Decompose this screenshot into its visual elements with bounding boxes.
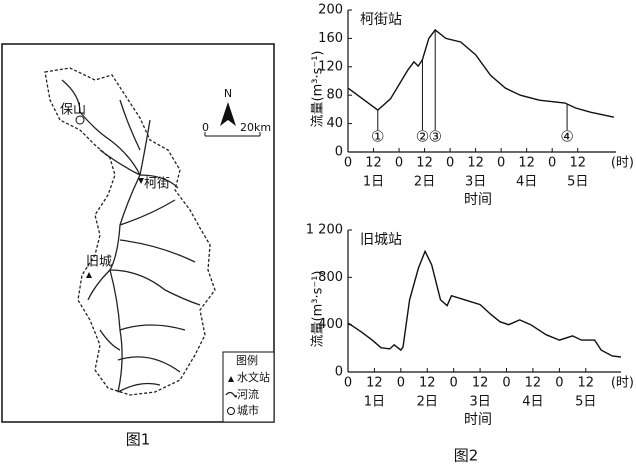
y-tick-label: 200: [318, 3, 343, 18]
x-tick-label: 0: [395, 156, 403, 171]
station-label: 旧城: [86, 255, 112, 270]
legend-entry: 城市: [237, 403, 259, 417]
annotation-label: ①: [371, 128, 384, 146]
legend-title: 图例: [236, 353, 258, 367]
x-tick-label: 12: [569, 156, 586, 171]
y-tick-label: 0: [335, 365, 343, 380]
north-label: N: [224, 87, 232, 100]
x-unit: (时): [611, 376, 634, 391]
x-tick-label: 12: [467, 156, 484, 171]
day-label: 3日: [465, 175, 486, 190]
x-tick-label: 12: [525, 376, 542, 391]
chart-title: 柯街站: [360, 12, 402, 28]
x-tick-label: 12: [419, 376, 436, 391]
x-tick-label: 0: [497, 156, 505, 171]
chart-title: 旧城站: [360, 232, 402, 248]
rivers: [61, 79, 201, 393]
day-label: 5日: [567, 175, 588, 190]
annotation-label: ②: [416, 128, 429, 146]
day-label: 3日: [469, 395, 490, 410]
x-tick-label: 12: [366, 376, 383, 391]
x-tick-label: 0: [502, 376, 510, 391]
day-label: 1日: [364, 395, 385, 410]
day-label: 4日: [516, 175, 537, 190]
x-unit: (时): [611, 156, 634, 171]
y-tick-label: 1 200: [306, 223, 343, 238]
scale-bar: [204, 132, 261, 137]
station-label: 柯街: [144, 177, 170, 192]
x-tick-label: 12: [472, 376, 489, 391]
basin-boundary: [44, 67, 216, 396]
x-tick-label: 0: [344, 376, 352, 391]
city-label: 保山: [60, 103, 86, 118]
flow-line: [347, 28, 615, 118]
y-tick-label: 160: [318, 31, 343, 46]
city-marker: [75, 115, 85, 125]
day-label: 4日: [522, 395, 543, 410]
y-axis-title: 流量(m³·s⁻¹): [311, 51, 326, 128]
x-tick-label: 0: [397, 376, 405, 391]
y-tick-label: 120: [318, 59, 343, 74]
caption: 图2: [454, 447, 479, 465]
scale-label: 0: [202, 121, 209, 134]
annotation-label: ④: [560, 128, 573, 146]
scale-label: 20km: [240, 121, 271, 134]
y-tick-label: 800: [318, 270, 343, 285]
y-tick-label: 400: [318, 317, 343, 332]
y-tick-label: 40: [326, 116, 343, 131]
x-tick-label: 12: [518, 156, 535, 171]
north-arrow: [220, 102, 236, 126]
x-axis-title: 时间: [464, 412, 492, 428]
legend-symbol: [225, 391, 237, 398]
map-frame: [1, 43, 275, 423]
day-label: 2日: [414, 175, 435, 190]
day-label: 5日: [575, 395, 596, 410]
day-label: 1日: [363, 175, 384, 190]
legend-symbol: [227, 407, 235, 415]
y-tick-label: 0: [335, 145, 343, 160]
annotation-label: ③: [428, 128, 441, 146]
legend-entry: 河流: [237, 387, 259, 401]
legend-entry: 水文站: [237, 370, 270, 384]
x-axis-title: 时间: [464, 192, 492, 208]
x-tick-label: 0: [555, 376, 563, 391]
x-tick-label: 0: [450, 376, 458, 391]
station-marker: [86, 272, 92, 278]
x-tick-label: 0: [344, 156, 352, 171]
day-label: 2日: [417, 395, 438, 410]
station-marker: [138, 178, 144, 184]
caption: 图1: [126, 431, 151, 449]
legend-symbol: [228, 376, 234, 382]
flow-line: [347, 249, 622, 358]
x-tick-label: 12: [416, 156, 433, 171]
y-axis-title: 流量(m³·s⁻¹): [311, 271, 326, 348]
x-tick-label: 12: [365, 156, 382, 171]
x-tick-label: 12: [578, 376, 595, 391]
x-tick-label: 0: [446, 156, 454, 171]
y-tick-label: 80: [326, 88, 343, 103]
x-tick-label: 0: [548, 156, 556, 171]
